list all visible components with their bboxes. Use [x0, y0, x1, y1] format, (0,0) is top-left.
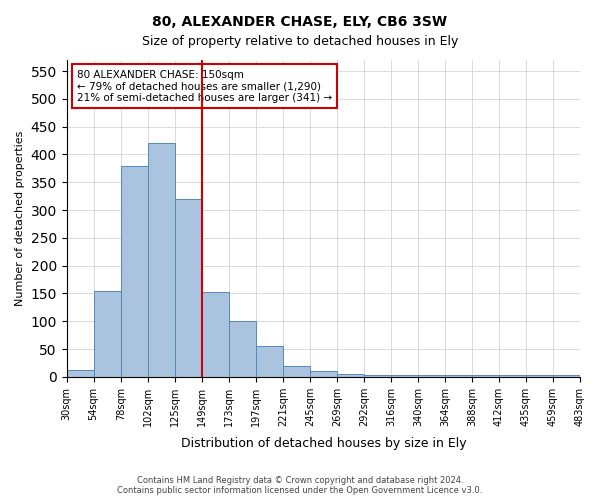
Text: Contains HM Land Registry data © Crown copyright and database right 2024.
Contai: Contains HM Land Registry data © Crown c…	[118, 476, 482, 495]
Bar	[445, 375, 472, 377]
Text: Size of property relative to detached houses in Ely: Size of property relative to detached ho…	[142, 35, 458, 48]
Bar	[310, 371, 337, 377]
Bar	[499, 375, 526, 377]
Bar	[526, 375, 553, 377]
Bar	[148, 144, 175, 377]
Bar	[553, 375, 580, 377]
Bar	[121, 166, 148, 377]
Bar	[229, 321, 256, 377]
Bar	[283, 366, 310, 377]
Bar	[67, 370, 94, 377]
Y-axis label: Number of detached properties: Number of detached properties	[15, 130, 25, 306]
X-axis label: Distribution of detached houses by size in Ely: Distribution of detached houses by size …	[181, 437, 466, 450]
Bar	[472, 375, 499, 377]
Bar	[94, 290, 121, 377]
Bar	[391, 375, 418, 377]
Bar	[175, 199, 202, 377]
Bar	[337, 374, 364, 377]
Bar	[364, 375, 391, 377]
Bar	[418, 375, 445, 377]
Text: 80, ALEXANDER CHASE, ELY, CB6 3SW: 80, ALEXANDER CHASE, ELY, CB6 3SW	[152, 15, 448, 29]
Text: 80 ALEXANDER CHASE: 150sqm
← 79% of detached houses are smaller (1,290)
21% of s: 80 ALEXANDER CHASE: 150sqm ← 79% of deta…	[77, 70, 332, 102]
Bar	[202, 292, 229, 377]
Bar	[256, 346, 283, 377]
